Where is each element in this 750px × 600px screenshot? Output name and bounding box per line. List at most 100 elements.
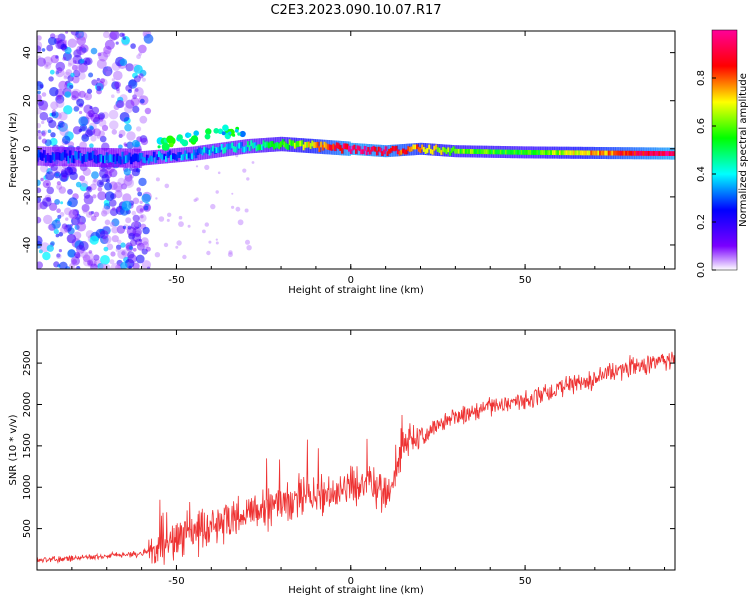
snr-xtick-label: -50: [168, 576, 184, 587]
noise-blob: [87, 110, 95, 118]
ridge-core-cell: [438, 148, 442, 153]
ridge-core-cell: [412, 144, 416, 150]
noise-blob: [48, 76, 54, 82]
noise-blob: [132, 262, 140, 269]
noise-blob: [100, 235, 109, 244]
ridge-core-cell: [74, 150, 78, 159]
ridge-core-cell: [255, 145, 259, 152]
noise-blob: [56, 181, 62, 186]
noise-blob: [104, 68, 108, 73]
noise-blob: [127, 251, 135, 259]
ridge-core-cell: [252, 142, 256, 149]
ridge-halo-cell: [154, 149, 158, 165]
ridge-core-cell: [309, 143, 313, 149]
spectrogram-marks: [37, 31, 675, 269]
noise-blob: [143, 205, 149, 211]
ridge-halo-cell: [424, 143, 428, 156]
noise-blob: [101, 210, 108, 217]
ridge-core-cell: [335, 142, 339, 149]
ridge-core-cell: [667, 151, 670, 156]
noise-blob: [37, 130, 41, 134]
ridge-core-cell: [400, 149, 404, 155]
ridge-core-cell: [130, 156, 134, 165]
noise-blob: [58, 249, 63, 253]
ridge-core-cell: [288, 139, 292, 146]
noise-blob: [187, 224, 191, 228]
noise-blob: [102, 66, 113, 77]
noise-blob: [41, 105, 48, 111]
noise-blob: [67, 141, 75, 148]
ridge-core-cell: [121, 151, 125, 160]
noise-blob: [163, 242, 169, 248]
noise-blob: [82, 167, 91, 176]
noise-blob: [143, 32, 148, 37]
ridge-core-cell: [215, 147, 219, 153]
noise-blob: [100, 78, 105, 84]
snr-ytick-label: 2000: [22, 392, 33, 417]
noise-blob: [37, 94, 42, 101]
ridge-core-cell: [117, 155, 121, 164]
ridge-core-cell: [116, 153, 120, 162]
ridge-core-cell: [229, 143, 233, 150]
ridge-core-cell: [396, 149, 400, 155]
ridge-core-cell: [487, 149, 491, 155]
ridge-core-cell: [646, 151, 650, 156]
noise-blob: [71, 95, 77, 101]
noise-blob: [217, 171, 221, 175]
ridge-core-cell: [199, 148, 203, 154]
ridge-core-cell: [654, 151, 658, 156]
noise-blob: [56, 253, 61, 258]
noise-blob: [122, 36, 126, 40]
ridge-core-cell: [545, 150, 548, 155]
noise-blob: [41, 131, 46, 136]
spec-xtick-label: 0: [348, 275, 354, 286]
snr-ytick-label: 1000: [22, 475, 33, 500]
ridge-core-cell: [491, 149, 494, 155]
noise-blob: [119, 58, 128, 66]
noise-blob: [72, 216, 83, 226]
ridge-core-cell: [72, 155, 76, 164]
noise-blob: [65, 69, 73, 76]
ridge-core-cell: [124, 155, 128, 164]
noise-blob: [46, 186, 54, 195]
ridge-core-cell: [330, 145, 334, 151]
noise-blob: [131, 168, 140, 177]
ridge-core-cell: [262, 140, 266, 147]
ridge-core-cell: [604, 150, 608, 156]
ridge-core-cell: [672, 151, 675, 156]
ridge-core-cell: [158, 151, 161, 157]
spectrogram-ylabel: Frequency (Hz): [8, 112, 19, 188]
ridge-core-cell: [515, 149, 519, 155]
noise-blob: [93, 128, 101, 137]
noise-blob: [164, 183, 170, 189]
noise-blob: [50, 101, 59, 110]
noise-blob: [208, 240, 212, 244]
noise-blob: [111, 218, 120, 227]
ridge-core-cell: [93, 154, 97, 163]
ridge-core-cell: [273, 143, 277, 150]
noise-blob: [96, 58, 107, 69]
ridge-core-cell: [623, 150, 627, 156]
noise-blob: [37, 216, 42, 224]
noise-blob: [195, 165, 199, 168]
noise-blob: [41, 138, 48, 144]
noise-blob: [138, 73, 144, 79]
noise-blob: [117, 239, 122, 244]
noise-blob: [90, 135, 97, 142]
spec-ytick-label: 40: [22, 46, 33, 59]
ridge-core-cell: [318, 146, 322, 152]
burst-blob: [176, 134, 183, 141]
noise-blob: [84, 251, 94, 261]
noise-blob: [73, 106, 80, 112]
ridge-core-cell: [112, 154, 116, 162]
noise-blob: [98, 130, 105, 138]
ridge-core-cell: [154, 157, 158, 163]
noise-blob: [110, 263, 120, 269]
noise-blob: [55, 233, 60, 238]
ridge-core-cell: [513, 149, 517, 155]
noise-blob: [37, 196, 42, 204]
noise-blob: [92, 178, 100, 186]
ridge-core-cell: [341, 147, 345, 154]
noise-blob: [134, 88, 139, 92]
